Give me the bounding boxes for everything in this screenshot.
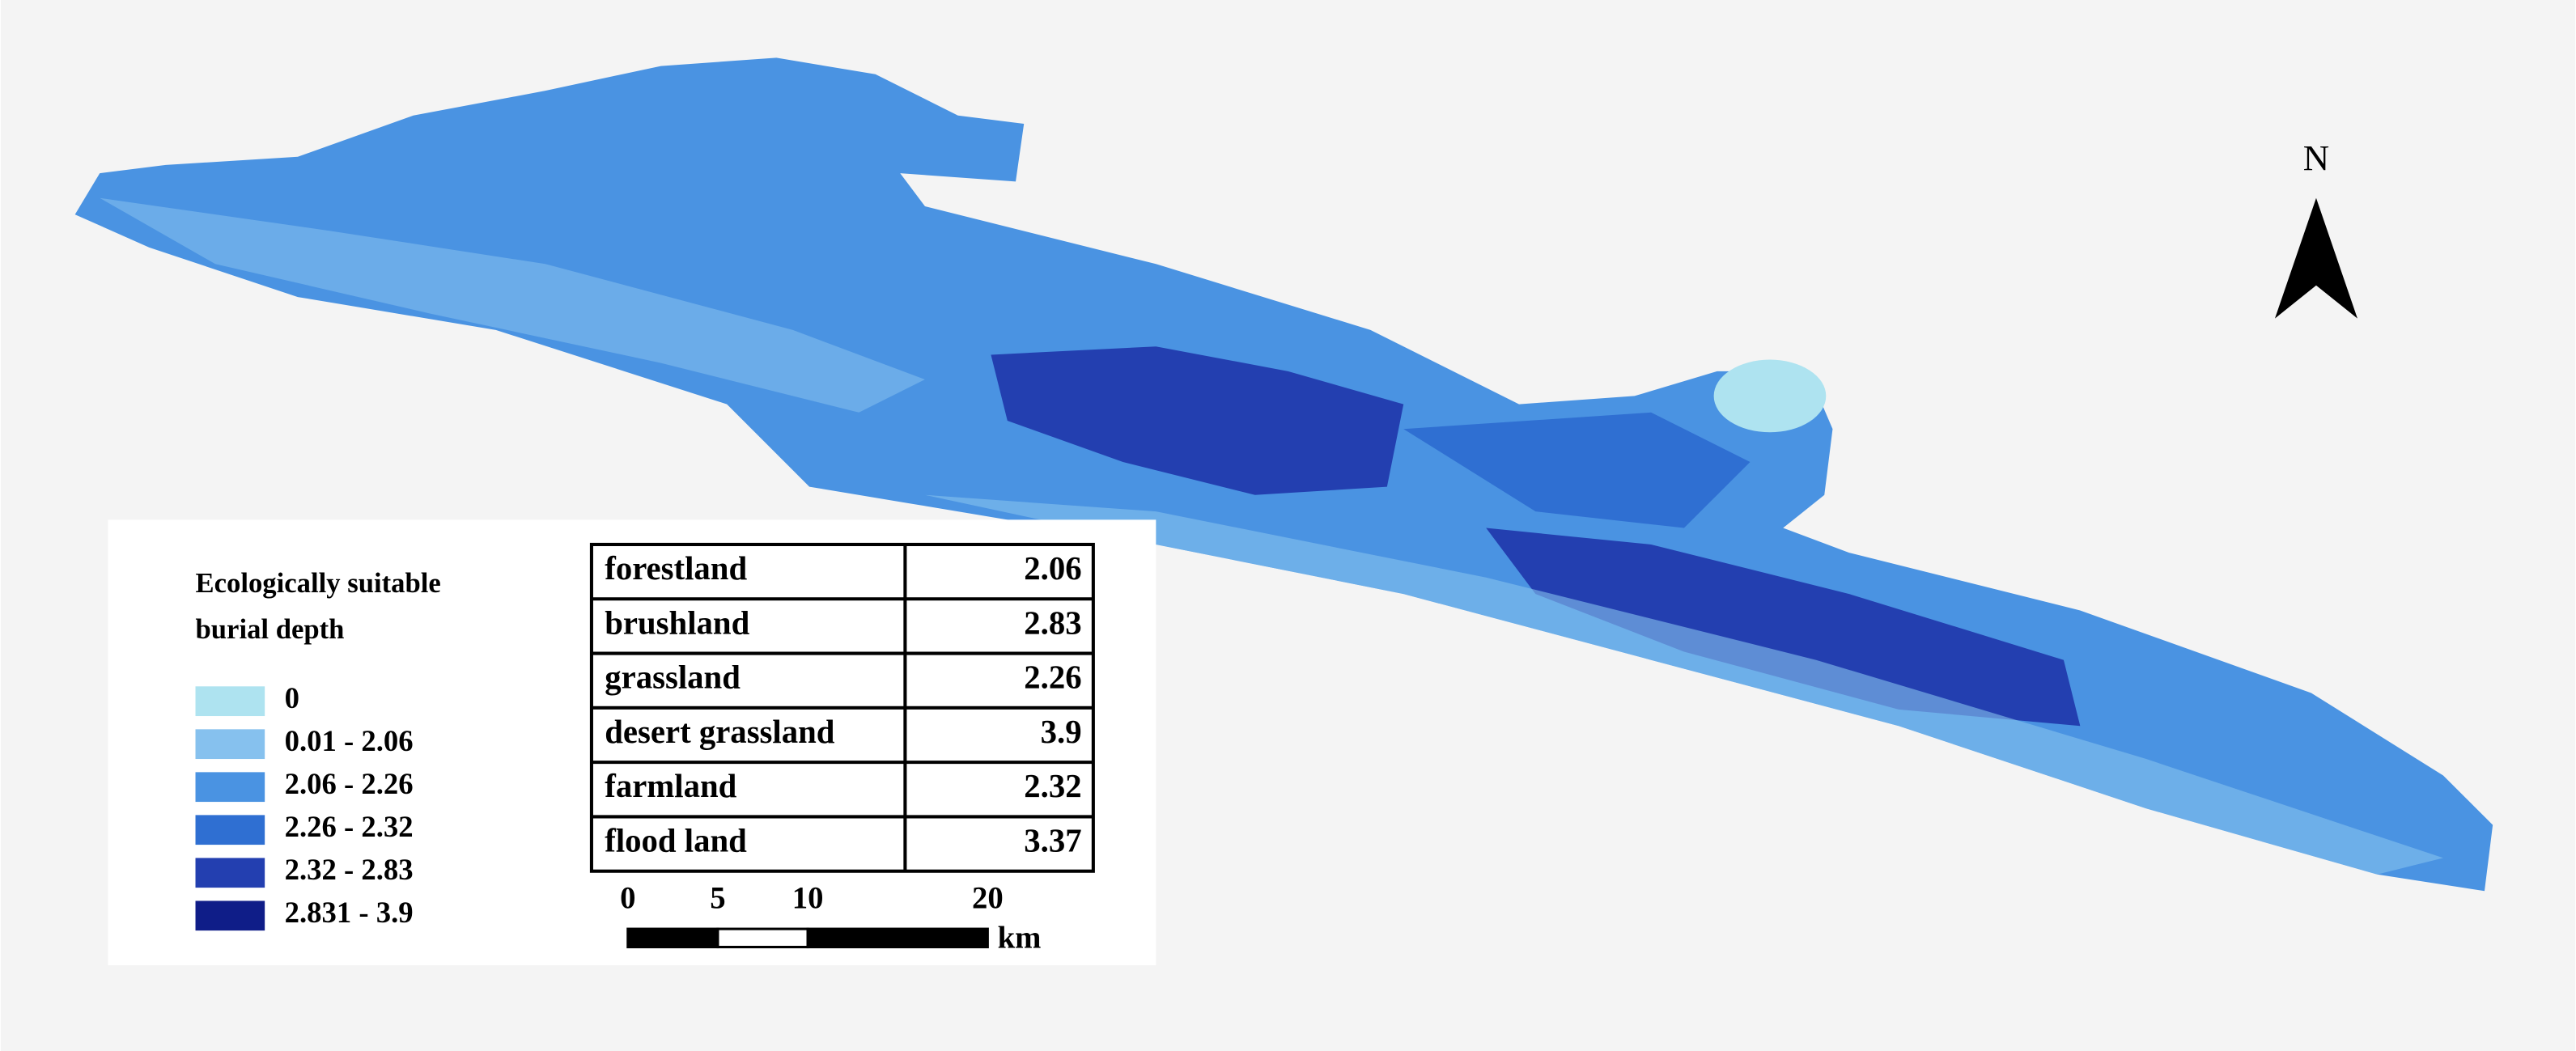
legend-swatch <box>195 686 265 717</box>
dark-zone <box>1486 528 2081 727</box>
table: forestland 2.06 brushland 2.83 grassland 2.26… <box>589 542 1095 873</box>
scale-tick-label: 0 <box>620 880 635 915</box>
scale-bar: 0 5 10 20 km <box>620 880 1041 955</box>
legend-swatch <box>195 858 265 888</box>
lake <box>1713 359 1827 433</box>
dark-zone <box>991 346 1404 495</box>
table-cell: desert grassland <box>605 714 835 750</box>
legend-title: Ecologically suitable <box>196 568 441 599</box>
scale-unit: km <box>998 920 1042 955</box>
scale-segment <box>626 927 719 949</box>
table-cell: 3.9 <box>1041 714 1082 750</box>
light-zone <box>100 197 925 413</box>
scale-tick-label: 10 <box>792 880 824 915</box>
legend-title: burial depth <box>196 614 345 645</box>
north-label: N <box>2303 138 2329 178</box>
scale-tick-label: 5 <box>710 880 725 915</box>
scale-segment <box>806 927 989 949</box>
table-cell: 2.06 <box>1024 550 1081 587</box>
legend-label: 0.01 - 2.06 <box>285 724 414 757</box>
north-arrow <box>2274 197 2357 319</box>
legend-swatch <box>195 815 265 845</box>
table-cell: brushland <box>605 604 749 641</box>
table-cell: 3.37 <box>1024 822 1081 858</box>
scale-segment <box>716 927 809 949</box>
legend-swatch <box>195 901 265 931</box>
table-cell: 2.26 <box>1024 659 1081 696</box>
legend-label: 2.06 - 2.26 <box>285 767 414 800</box>
scale-tick-label: 20 <box>972 880 1004 915</box>
table-cell: grassland <box>605 659 741 696</box>
legend-swatch <box>195 729 265 760</box>
mid-zone <box>1403 412 1751 528</box>
legend-label: 0 <box>285 681 299 714</box>
table-cell: farmland <box>605 768 736 804</box>
table-cell: forestland <box>605 550 747 587</box>
legend-swatch <box>195 772 265 803</box>
legend: Ecologically suitable burial depth 0 0.01 -… <box>195 568 441 931</box>
legend-label: 2.831 - 3.9 <box>285 896 414 929</box>
legend-label: 2.26 - 2.32 <box>285 810 414 843</box>
table-cell: 2.83 <box>1024 604 1081 641</box>
light-zone <box>924 494 2443 875</box>
table-cell: flood land <box>605 822 747 858</box>
legend-label: 2.32 - 2.83 <box>285 853 414 886</box>
table-cell: 2.32 <box>1024 768 1081 804</box>
